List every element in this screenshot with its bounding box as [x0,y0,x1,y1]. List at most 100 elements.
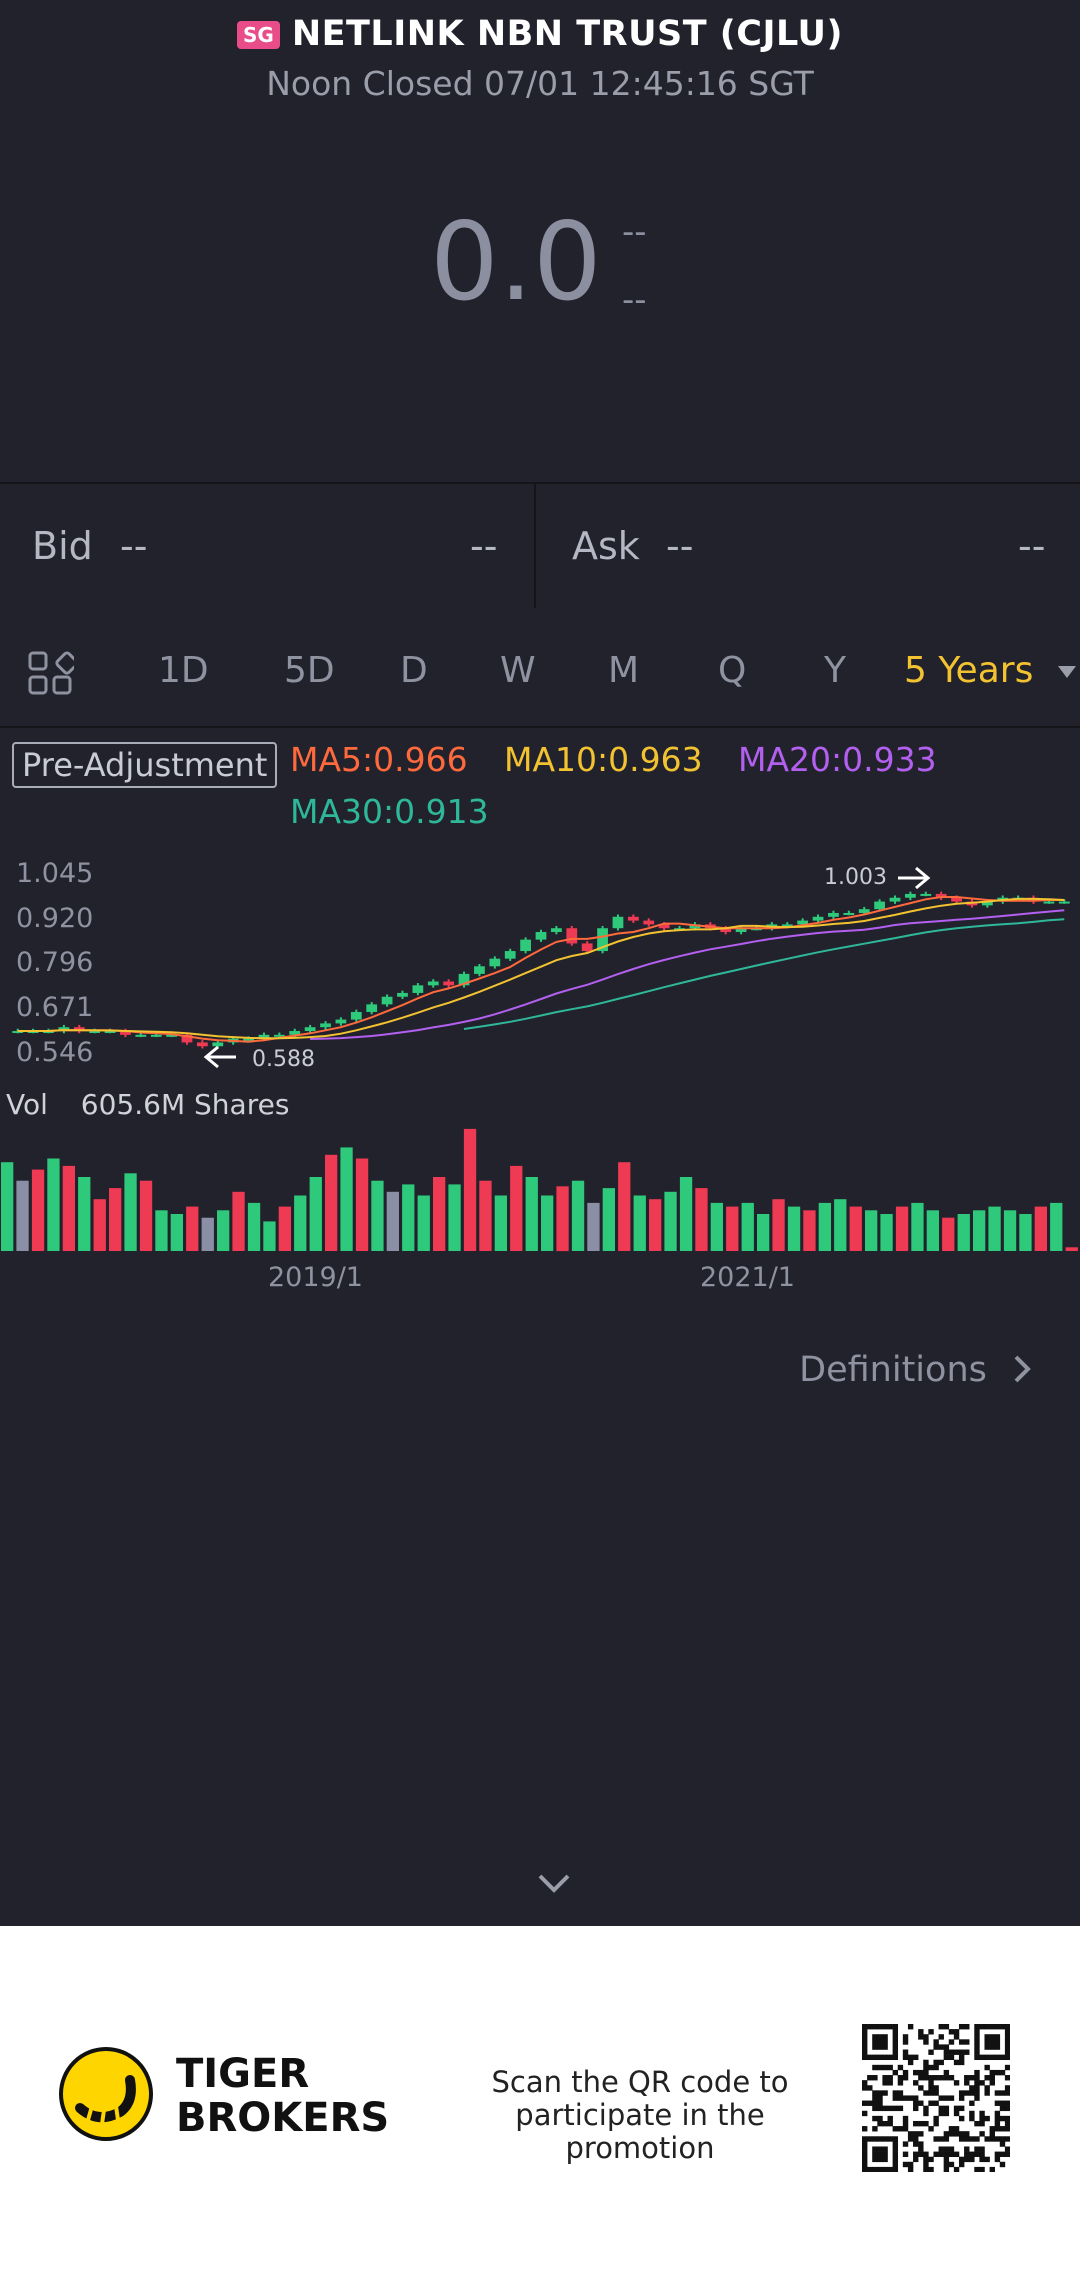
qr-module [882,2136,888,2142]
market-badge: SG [237,20,280,49]
tab-1d[interactable]: 1D [158,650,209,691]
qr-module [872,2166,878,2172]
chevron-down-icon[interactable] [1058,666,1076,678]
qr-code [862,2024,1010,2172]
qr-module [913,2105,919,2112]
price-change: -- [622,212,647,252]
tab-day[interactable]: D [400,650,428,691]
collapse-chevron-icon[interactable] [536,1870,572,1896]
qr-module [943,2166,950,2172]
qr-module [887,2105,893,2112]
qr-module [907,2166,914,2172]
candle [212,1042,224,1047]
tab-month[interactable]: M [608,650,640,691]
qr-module [953,2059,960,2066]
qr-module [974,2039,980,2045]
qr-module [877,2136,883,2142]
volume-bar [309,1177,322,1251]
candlestick-chart[interactable]: 1.003 0.588 [0,845,1080,1265]
qr-module [862,2126,868,2132]
qr-module [943,2151,950,2157]
qr-module [974,2166,980,2172]
volume-bar [865,1210,878,1251]
tab-week[interactable]: W [500,650,536,691]
qr-module [918,2120,924,2127]
tab-year[interactable]: Y [824,650,846,691]
qr-module [867,2100,873,2106]
promo-line-2: participate in the promotion [515,2098,765,2165]
qr-module [862,2146,868,2152]
qr-module [872,2024,878,2030]
qr-module [887,2075,893,2081]
qr-module [984,2034,990,2040]
qr-module [887,2054,893,2061]
qr-module [918,2131,924,2137]
qr-module [948,2095,955,2101]
low-marker-label: 0.588 [252,1047,315,1072]
tiger-brokers-logo-icon [59,2047,153,2141]
qr-module [923,2034,929,2040]
candle [797,920,809,925]
tab-5-years[interactable]: 5 Years [904,650,1034,691]
volume-bar [139,1180,153,1251]
candle [1058,901,1070,904]
candle [520,939,531,952]
qr-module [989,2054,995,2061]
qr-module [902,2054,909,2061]
qr-module [958,2105,965,2112]
qr-module [933,2059,939,2066]
candle [658,924,670,929]
qr-module [882,2044,888,2050]
qr-module [989,2131,995,2137]
candle [443,981,455,986]
qr-module [882,2080,888,2086]
qr-module [958,2059,965,2066]
qr-module [913,2095,919,2101]
qr-module [969,2110,975,2117]
qr-module [892,2095,899,2101]
chevron-right-icon [1014,1355,1031,1383]
qr-module [999,2105,1006,2112]
qr-module [999,2100,1006,2106]
qr-module [877,2044,883,2050]
qr-module [1004,2039,1010,2045]
pre-adjustment-button[interactable]: Pre-Adjustment [12,742,278,788]
grid-icon[interactable] [28,650,74,696]
qr-module [1004,2049,1010,2055]
candle [627,916,639,921]
candle [366,1004,378,1012]
qr-module [872,2039,878,2045]
volume-bar [1050,1202,1063,1251]
qr-module [902,2034,909,2040]
qr-module [964,2136,970,2142]
tab-5d[interactable]: 5D [284,650,335,691]
volume-bar [988,1206,1001,1251]
tab-quarter[interactable]: Q [718,650,747,691]
candle [535,932,547,940]
candle [551,928,562,933]
qr-module [877,2039,883,2045]
qr-module [979,2080,985,2086]
volume-bar [155,1210,168,1251]
qr-module [877,2156,883,2163]
volume-bar [371,1180,384,1251]
candle [350,1011,362,1020]
volume-bar [880,1214,893,1251]
qr-module [928,2126,934,2132]
qr-module [872,2095,878,2101]
qr-module [907,2054,914,2061]
qr-module [943,2110,950,2117]
volume-bar [787,1206,801,1251]
qr-module [958,2136,965,2142]
qr-module [994,2024,1001,2030]
qr-module [958,2024,965,2030]
volume-bar [417,1195,430,1251]
ma30-line [463,918,1065,1030]
definitions-link[interactable]: Definitions [799,1350,1032,1390]
qr-module [902,2161,909,2168]
qr-module [984,2156,990,2163]
qr-module [984,2044,990,2050]
volume-bars [1,1128,1078,1252]
qr-module [928,2049,934,2055]
ma20-label: MA20:0.933 [738,740,937,779]
